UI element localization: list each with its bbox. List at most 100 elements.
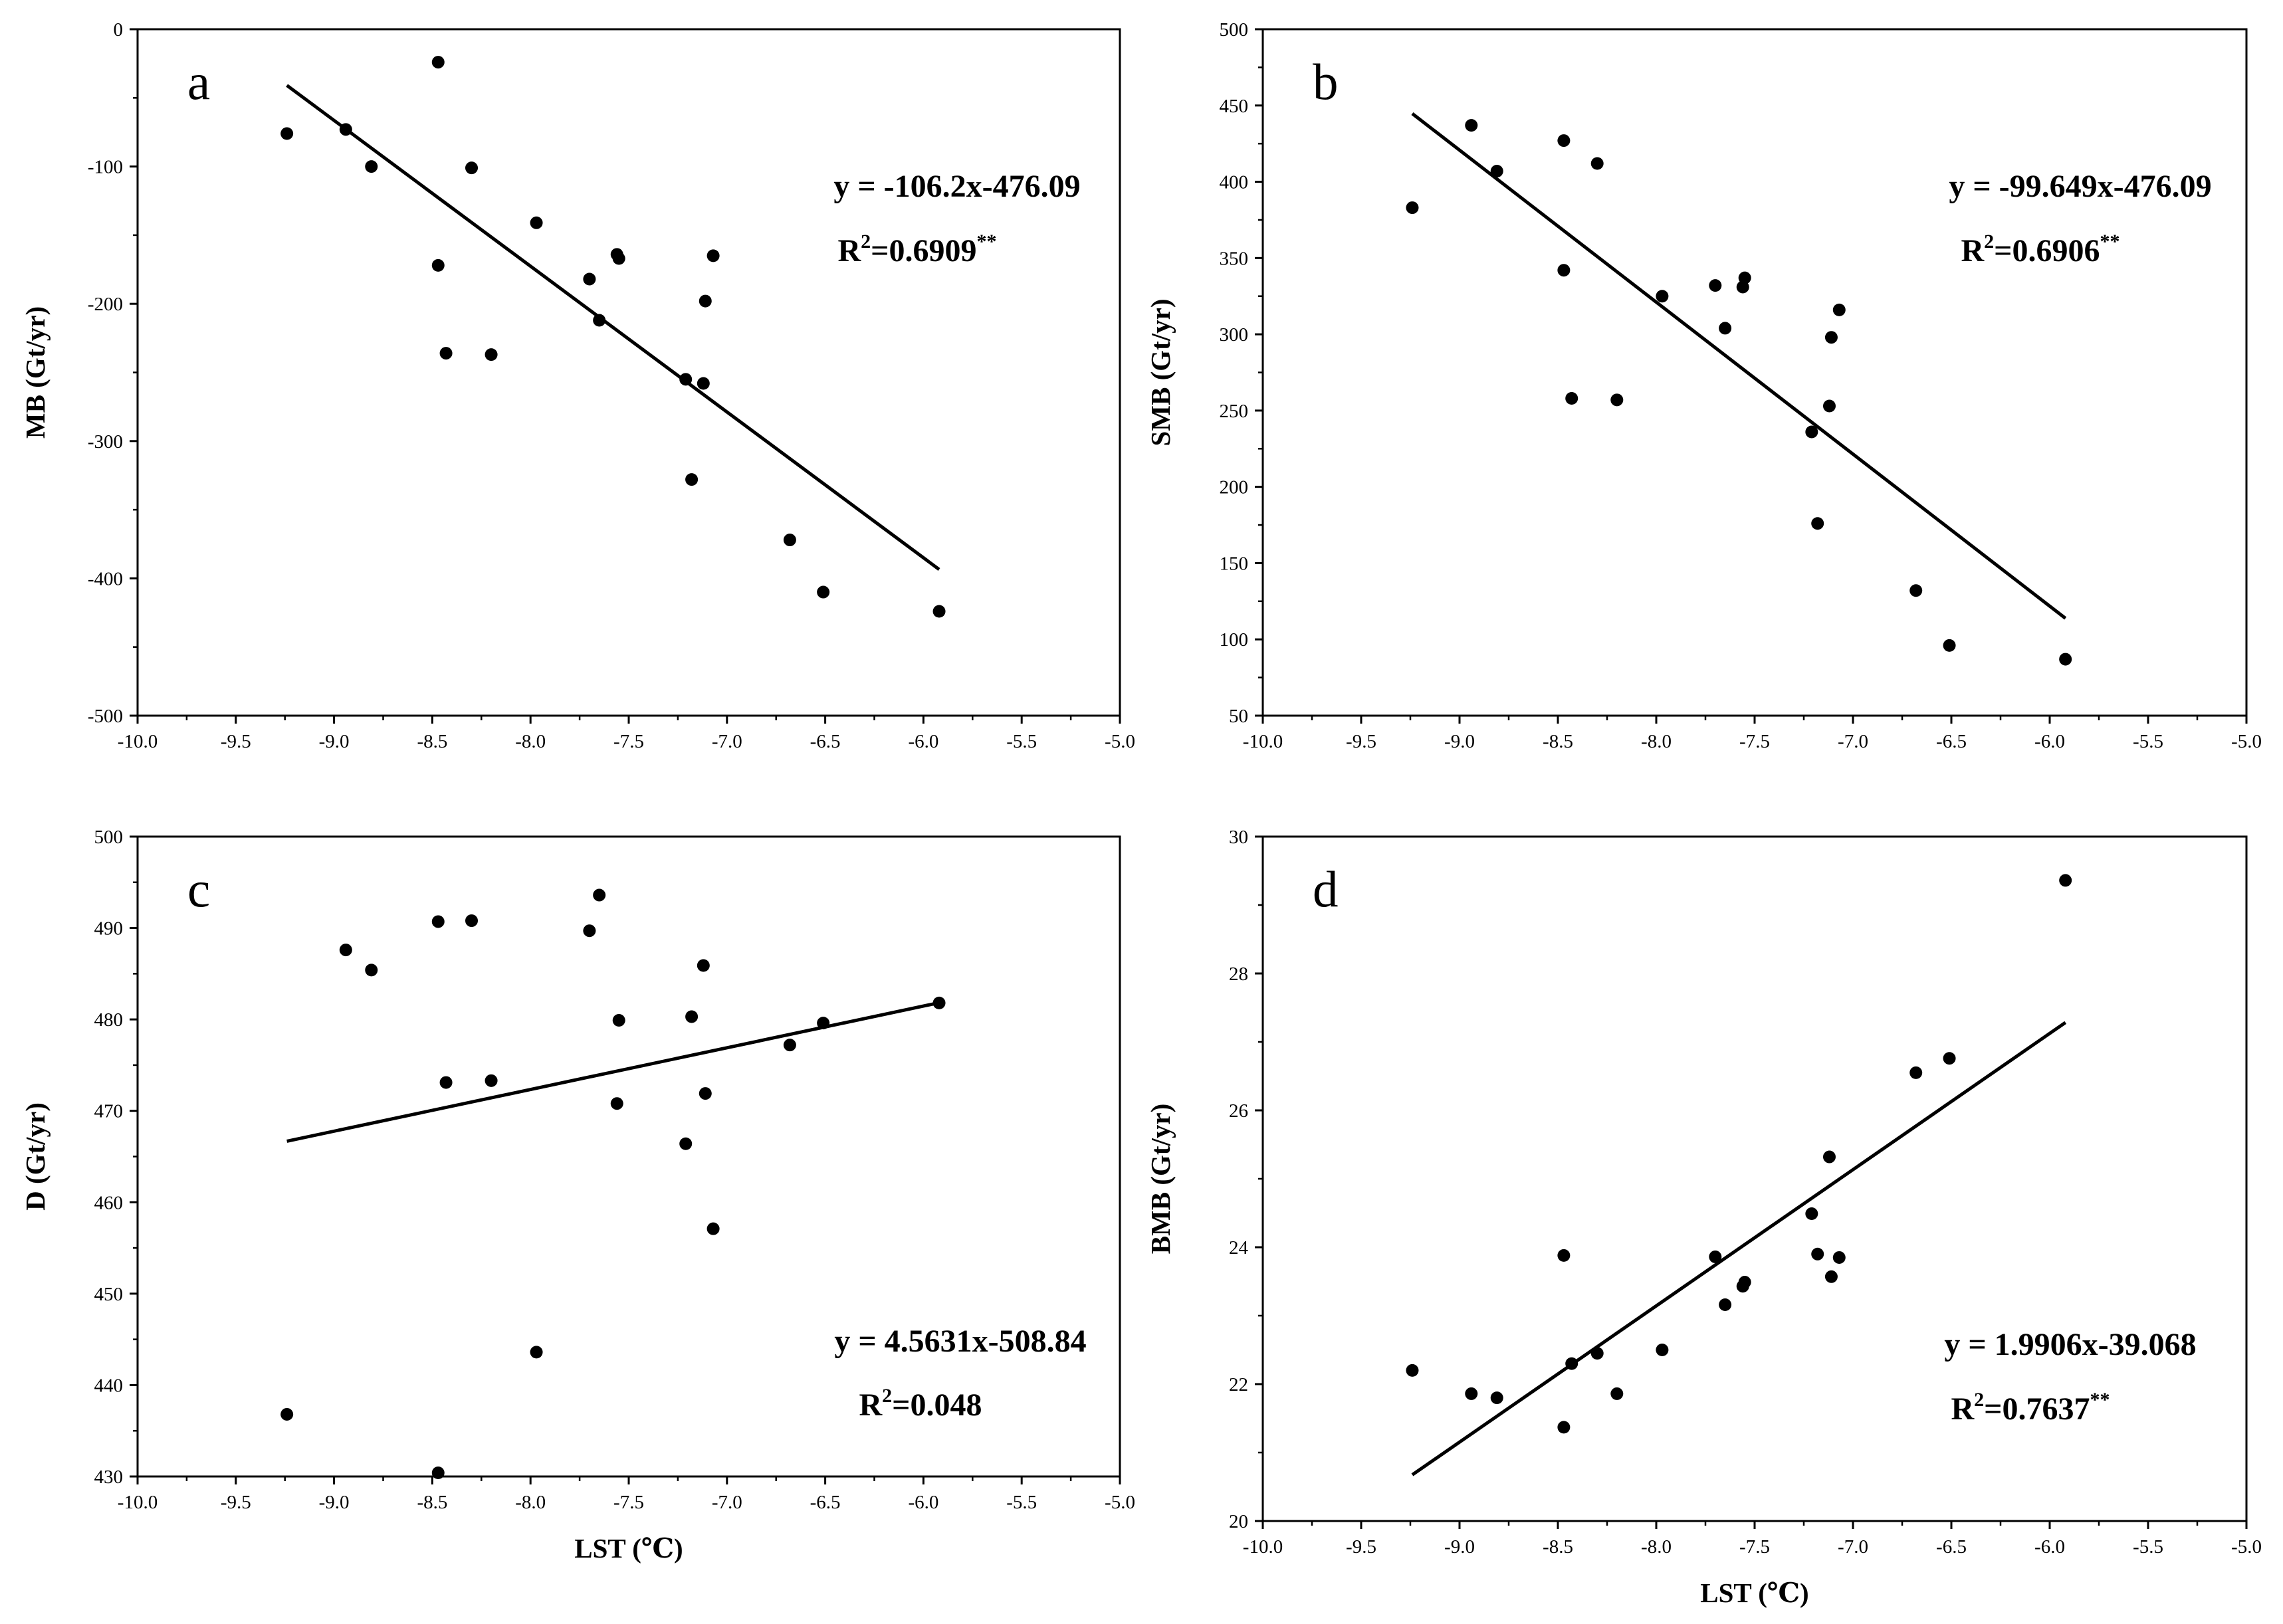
panel-a-data-point: [593, 314, 606, 327]
panel-d-data-point: [1557, 1421, 1571, 1434]
panel-a-y-tick-label: -300: [88, 431, 123, 453]
panel-d-y-tick-label: 28: [1229, 964, 1248, 985]
panel-a-data-point: [697, 377, 710, 390]
panel-d-r-squared-value: =0.7637: [1984, 1391, 2090, 1427]
panel-b-data-point: [1557, 264, 1571, 277]
panel-c-data-point: [610, 1097, 623, 1110]
panel-d-frame: [1261, 835, 2248, 1522]
panel-c-x-axis-title: LST (℃): [574, 1533, 683, 1564]
panel-d-x-tick-label: -8.0: [1641, 1536, 1672, 1558]
panel-c-r-squared-exponent: 2: [882, 1385, 892, 1407]
panel-a-data-point: [431, 258, 445, 272]
panel-b-letter: b: [1313, 53, 1339, 110]
panel-d-x-tick-label: -9.5: [1346, 1536, 1376, 1558]
panel-a-y-tick-label: -200: [88, 294, 123, 315]
panel-b-y-axis-title: SMB (Gt/yr): [1145, 298, 1176, 446]
panel-b-y-tick-label: 300: [1220, 324, 1249, 346]
panel-d-data-point: [1824, 1270, 1838, 1283]
panel-c-data-point: [485, 1074, 498, 1087]
panel-b-data-point: [1557, 134, 1571, 148]
panel-c-data-point: [465, 914, 479, 928]
panel-a-r-squared-exponent: 2: [861, 231, 871, 253]
panel-c-data-point: [685, 1010, 699, 1023]
panel-b-x-tick-label: -6.0: [2034, 731, 2065, 752]
panel-b-frame: [1261, 28, 2248, 717]
panel-b-y-tick-label: 150: [1220, 553, 1249, 574]
panel-b-x-tick-label: -5.5: [2133, 731, 2163, 752]
panel-b-data-point: [1465, 119, 1478, 132]
panel-b-x-tick-label: -10.0: [1243, 731, 1283, 752]
panel-c-y-tick-label: 490: [94, 918, 124, 940]
panel-b-r-squared-exponent: 2: [1984, 231, 1994, 253]
panel-b-data-point: [1822, 399, 1836, 413]
panel-b-data-point: [2059, 653, 2072, 666]
panel-c-equation: y = 4.5631x-508.84: [834, 1324, 1086, 1359]
panel-a-x-tick-label: -5.5: [1006, 731, 1037, 752]
panel-b-x-tick-label: -9.0: [1444, 731, 1475, 752]
panel-d-x-tick-label: -10.0: [1243, 1536, 1283, 1558]
panel-d-data-point: [1557, 1249, 1571, 1262]
panel-b-y-tick-label: 500: [1220, 19, 1249, 41]
panel-d-data-point: [1811, 1247, 1824, 1261]
panel-a-data-point: [612, 252, 625, 265]
panel-d-data-point: [1610, 1387, 1624, 1400]
panel-b-data-point: [1656, 290, 1669, 303]
panel-a-y-tick-label: -100: [88, 157, 123, 178]
panel-d-x-tick-label: -6.0: [2034, 1536, 2065, 1558]
panel-c-y-tick-label: 440: [94, 1375, 124, 1396]
panel-b-data-point: [1805, 425, 1818, 439]
panel-a-data-point: [685, 473, 699, 486]
panel-a-data-point: [679, 373, 693, 386]
panel-b-x-tick-label: -8.5: [1543, 731, 1573, 752]
panel-c-data-point: [612, 1014, 625, 1027]
panel-c-letter: c: [187, 861, 210, 918]
panel-c-x-tick-label: -8.0: [515, 1492, 546, 1513]
panel-d-x-axis-title: LST (℃): [1700, 1577, 1808, 1608]
panel-d-data-point: [1406, 1364, 1419, 1377]
panel-d-y-tick-label: 20: [1229, 1511, 1248, 1532]
panel-b-data-point: [1490, 164, 1503, 177]
panel-c-data-point: [339, 944, 352, 957]
panel-b: -10.0 -9.5 -9.0 -8.5 -8.0 -7.5 -7.0 -6.5 -6.0 -5.…: [1145, 19, 2262, 752]
panel-b-data-point: [1406, 201, 1419, 215]
panel-c-data-point: [817, 1017, 830, 1030]
panel-c-regression-line: [286, 1001, 940, 1143]
panel-b-y-tick-label: 100: [1220, 629, 1249, 651]
panel-a-data-point: [583, 272, 596, 286]
panel-d-data-point: [1709, 1250, 1722, 1263]
panel-d: -10.0 -9.5 -9.0 -8.5 -8.0 -7.5 -7.0 -6.5 -6.0 -5.…: [1145, 827, 2262, 1608]
panel-d-x-tick-label: -8.5: [1543, 1536, 1573, 1558]
panel-a-data-point: [465, 161, 479, 175]
panel-c-y-tick-label: 460: [94, 1192, 124, 1213]
panel-c-x-tick-label: -6.0: [908, 1492, 938, 1513]
panel-a-data-point: [439, 347, 453, 360]
panel-c-data-point: [932, 996, 946, 1009]
panel-a-r-squared-label: R: [837, 233, 861, 268]
panel-b-y-tick-label: 50: [1229, 706, 1248, 727]
panel-a-x-tick-label: -7.0: [712, 731, 742, 752]
panel-c-data-point: [530, 1346, 543, 1359]
panel-c-r-squared-label: R: [859, 1387, 883, 1423]
panel-a-data-point: [817, 585, 830, 599]
panel-b-r-squared-label: R: [1961, 233, 1985, 268]
panel-b-data-point: [1909, 584, 1923, 597]
panel-d-data-point: [2059, 874, 2072, 887]
panel-a-x-tick-label: -8.5: [417, 731, 447, 752]
panel-b-x-tick-label: -8.0: [1641, 731, 1672, 752]
panel-b-regression-line: [1411, 112, 2067, 620]
panel-c-data-point: [365, 964, 378, 977]
panel-b-y-tick-label: 400: [1220, 172, 1249, 193]
panel-d-x-tick-label: -7.0: [1838, 1536, 1868, 1558]
panel-c-x-tick-label: -6.5: [810, 1492, 841, 1513]
panel-a-y-tick-label: -400: [88, 568, 123, 589]
panel-c-data-point: [431, 915, 445, 928]
panel-b-y-tick-label: 450: [1220, 96, 1249, 117]
panel-b-x-tick-label: -7.0: [1838, 731, 1868, 752]
panel-c-data-point: [280, 1407, 294, 1421]
panel-b-y-tick-label: 350: [1220, 248, 1249, 269]
panel-a-data-point: [365, 160, 378, 173]
panel-c-data-point: [699, 1087, 712, 1100]
panel-b-equation: y = -99.649x-476.09: [1949, 169, 2211, 204]
panel-a-x-tick-label: -10.0: [118, 731, 158, 752]
panel-c-data-point: [439, 1076, 453, 1089]
